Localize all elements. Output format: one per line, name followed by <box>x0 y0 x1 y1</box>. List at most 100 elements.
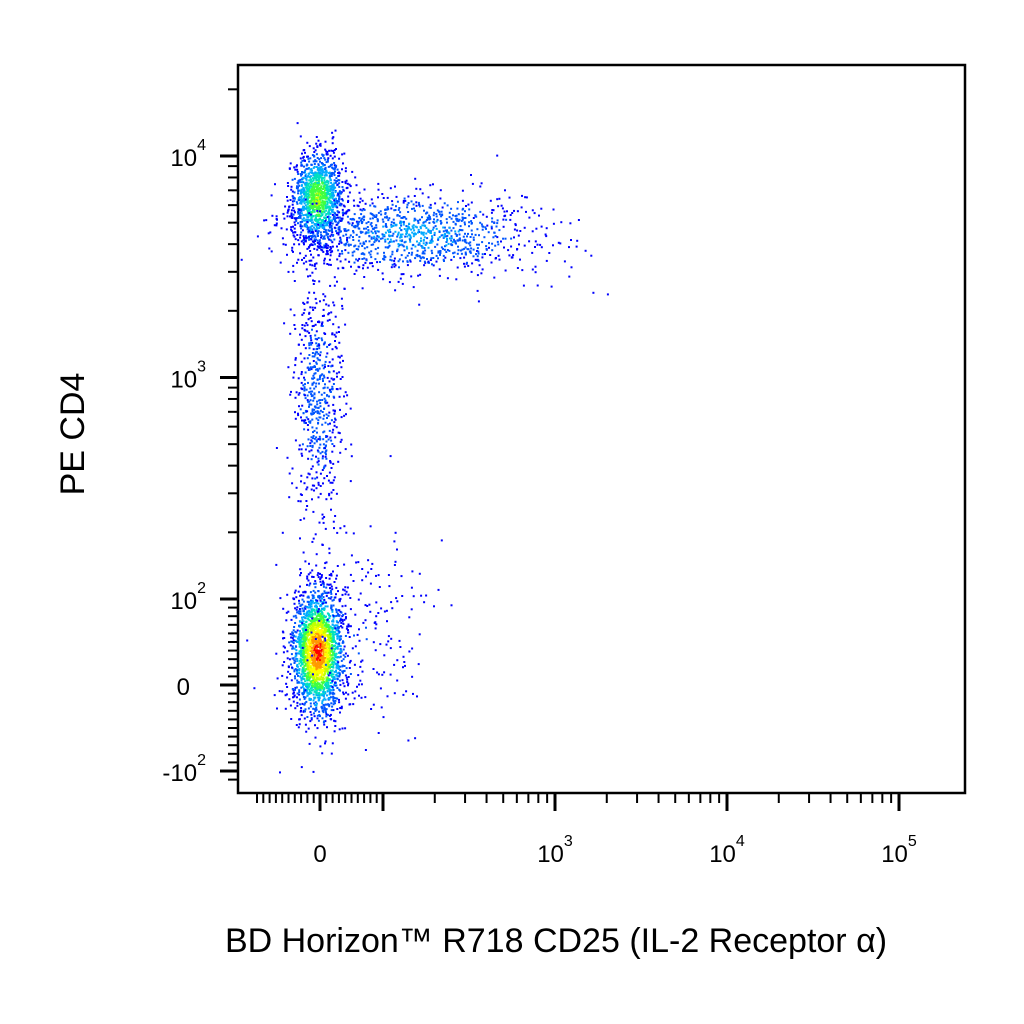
event-dot <box>429 203 432 206</box>
event-dot <box>318 697 321 699</box>
event-dot <box>316 157 319 159</box>
event-dot <box>327 404 330 407</box>
event-dot <box>448 232 451 235</box>
event-dot <box>293 209 296 212</box>
event-dot <box>319 452 322 455</box>
event-dot <box>439 252 442 254</box>
event-dot <box>319 409 322 412</box>
event-dot <box>304 422 307 424</box>
event-dot <box>394 289 397 292</box>
event-dot <box>296 660 299 662</box>
event-dot <box>383 235 386 238</box>
event-dot <box>291 666 293 669</box>
event-dot <box>275 447 278 449</box>
event-dot <box>462 235 465 238</box>
event-dot <box>327 423 330 426</box>
event-dot <box>418 202 420 205</box>
event-dot <box>325 233 328 236</box>
event-dot <box>339 648 342 651</box>
event-dot <box>309 674 312 677</box>
event-dot <box>311 686 314 689</box>
event-dot <box>338 637 341 640</box>
event-dot <box>303 188 306 191</box>
event-dot <box>299 211 302 214</box>
event-dot <box>307 655 310 658</box>
event-dot <box>302 677 305 680</box>
event-dot <box>306 330 309 333</box>
event-dot <box>399 236 402 239</box>
event-dot <box>337 629 340 632</box>
event-dot <box>313 208 316 211</box>
event-dot <box>313 186 316 189</box>
event-dot <box>374 232 377 235</box>
event-dot <box>346 240 349 243</box>
event-dot <box>479 185 482 188</box>
event-dot <box>322 711 325 714</box>
event-dot <box>282 212 285 215</box>
event-dot <box>316 714 319 717</box>
event-dot <box>323 609 326 611</box>
event-dot <box>357 248 360 251</box>
event-dot <box>337 326 340 329</box>
event-dot <box>331 657 333 660</box>
event-dot <box>468 225 470 228</box>
event-dot <box>314 352 317 355</box>
event-dot <box>422 242 425 245</box>
event-dot <box>282 645 285 648</box>
event-dot <box>298 668 301 671</box>
event-dot <box>323 262 326 265</box>
event-dot <box>335 666 338 669</box>
event-dot <box>534 246 536 248</box>
event-dot <box>338 672 341 675</box>
event-dot <box>307 472 310 475</box>
event-dot <box>321 602 324 605</box>
event-dot <box>316 220 319 223</box>
event-dot <box>307 623 310 626</box>
event-dot <box>323 202 326 205</box>
event-dot <box>299 675 302 678</box>
event-dot <box>282 243 285 246</box>
event-dot <box>302 672 305 675</box>
event-dot <box>408 222 411 225</box>
event-dot <box>341 168 343 171</box>
event-dot <box>315 689 318 692</box>
event-dot <box>311 597 314 600</box>
event-dot <box>391 250 394 253</box>
event-dot <box>333 445 336 448</box>
event-dot <box>455 218 458 221</box>
event-dot <box>335 609 338 612</box>
event-dot <box>457 239 460 242</box>
event-dot <box>418 243 421 246</box>
event-dot <box>296 234 299 236</box>
event-dot <box>304 660 307 663</box>
event-dot <box>294 639 297 642</box>
event-dot <box>559 242 562 245</box>
event-dot <box>306 694 309 697</box>
event-dot <box>452 252 455 255</box>
event-dot <box>390 221 393 224</box>
event-dot <box>373 205 376 208</box>
event-dot <box>303 308 306 311</box>
event-dot <box>306 610 309 613</box>
event-dot <box>418 242 421 245</box>
event-dot <box>313 708 316 711</box>
event-dot <box>347 195 350 198</box>
event-dot <box>336 245 338 248</box>
event-dot <box>298 243 301 246</box>
event-dot <box>331 194 334 197</box>
event-dot <box>310 229 313 232</box>
event-dot <box>329 189 331 192</box>
event-dot <box>279 597 282 600</box>
event-dot <box>322 629 325 632</box>
event-dot <box>397 231 400 234</box>
event-dot <box>307 211 309 214</box>
event-dot <box>298 209 301 211</box>
event-dot <box>323 216 326 219</box>
event-dot <box>332 647 335 650</box>
event-dot <box>367 229 370 232</box>
event-dot <box>310 200 313 203</box>
event-dot <box>478 234 480 237</box>
event-dot <box>305 658 307 661</box>
event-dot <box>413 219 416 222</box>
event-dot <box>446 229 448 232</box>
